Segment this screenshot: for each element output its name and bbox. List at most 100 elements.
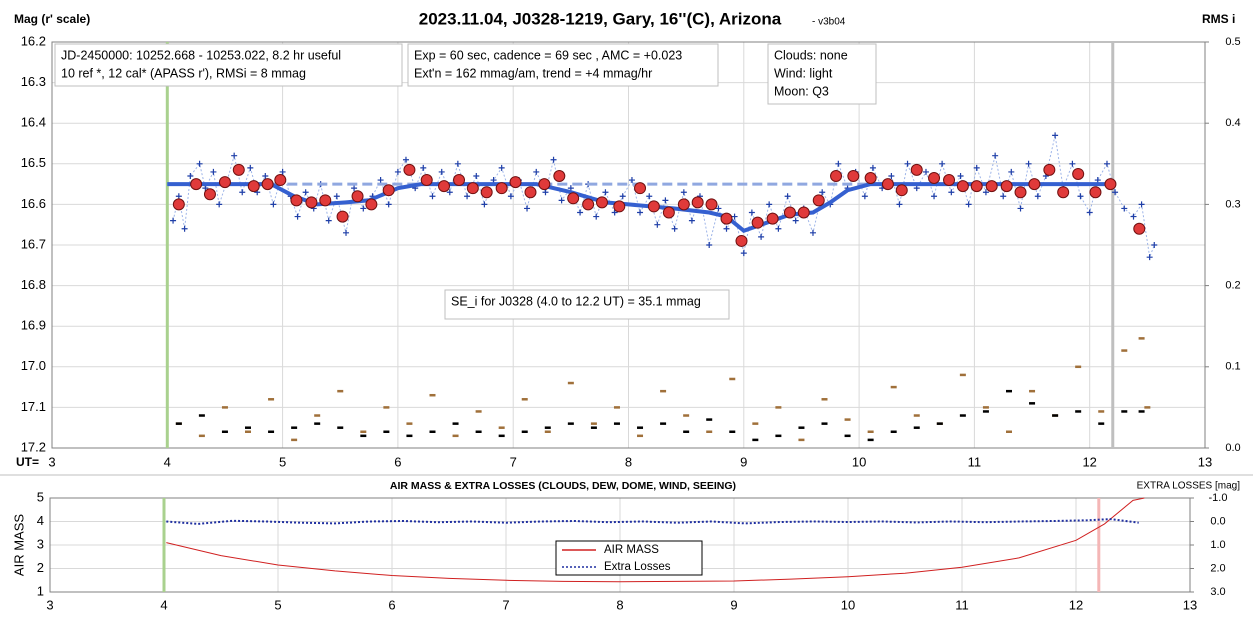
x-tick-label: 13 — [1183, 597, 1197, 612]
data-point — [524, 205, 531, 212]
data-point — [360, 205, 367, 212]
data-point — [333, 193, 340, 200]
y-tick-label: 16.7 — [21, 236, 46, 251]
data-point — [1103, 160, 1110, 167]
data-point — [628, 177, 635, 184]
y2-tick-label: 0.0 — [1225, 442, 1240, 454]
legend-label: Extra Losses — [604, 561, 671, 573]
data-point — [1086, 209, 1093, 216]
data-point — [446, 189, 453, 196]
data-point — [231, 152, 238, 159]
data-point — [196, 160, 203, 167]
x-tick-label: 11 — [955, 597, 969, 612]
data-point — [385, 201, 392, 208]
data-point — [454, 160, 461, 167]
annotation-text: JD-2450000: 10252.668 - 10253.022, 8.2 h… — [61, 48, 341, 62]
series-line — [167, 182, 1113, 234]
y2-tick-label: 2.0 — [1210, 562, 1225, 574]
y2-tick-label: 0.5 — [1225, 36, 1240, 48]
data-point — [922, 168, 929, 175]
data-point — [928, 172, 941, 185]
data-point — [262, 172, 269, 179]
data-point — [1000, 180, 1013, 193]
data-point — [270, 201, 277, 208]
data-point — [351, 185, 358, 192]
data-point — [429, 193, 436, 200]
data-point — [1072, 167, 1085, 180]
data-point — [394, 168, 401, 175]
data-point — [797, 206, 810, 219]
data-point — [1057, 186, 1070, 199]
data-point — [509, 176, 522, 189]
data-point — [593, 213, 600, 220]
y2-tick-label: 3.0 — [1210, 586, 1225, 598]
data-point — [1151, 242, 1158, 248]
chart-title: AIR MASS & EXTRA LOSSES (CLOUDS, DEW, DO… — [390, 480, 736, 492]
data-point — [181, 225, 188, 232]
data-point — [1121, 205, 1128, 212]
chart-subtitle: - v3b04 — [812, 17, 846, 28]
data-point — [1094, 177, 1101, 184]
data-point — [939, 160, 946, 167]
annotation-text: SE_i for J0328 (4.0 to 12.2 UT) = 35.1 m… — [451, 294, 701, 308]
data-point — [913, 185, 920, 192]
data-point — [403, 163, 416, 176]
data-point — [812, 194, 825, 207]
data-point — [218, 176, 231, 189]
data-point — [1008, 168, 1015, 175]
data-point — [438, 168, 445, 175]
y2-tick-label: 0.0 — [1210, 515, 1225, 527]
x-tick-label: 7 — [510, 454, 517, 469]
data-point — [305, 196, 318, 209]
data-point — [895, 184, 908, 197]
data-point — [688, 217, 695, 224]
x-tick-label: 4 — [164, 454, 171, 469]
y-tick-label: 4 — [37, 513, 44, 528]
data-point — [343, 229, 350, 236]
data-point — [910, 163, 923, 176]
data-point — [613, 200, 626, 213]
data-point — [634, 182, 647, 195]
data-point — [888, 172, 895, 179]
data-point — [542, 189, 549, 196]
series-line — [166, 518, 1139, 525]
y-tick-label: 16.6 — [21, 196, 46, 211]
data-point — [766, 212, 779, 225]
x-tick-label: 12 — [1069, 597, 1083, 612]
y2-tick-label: 0.3 — [1225, 198, 1240, 210]
data-point — [830, 169, 843, 182]
data-point — [438, 180, 451, 193]
data-point — [896, 201, 903, 208]
data-point — [495, 182, 508, 195]
data-point — [881, 178, 894, 191]
data-point — [985, 180, 998, 193]
data-point — [558, 197, 565, 204]
data-point — [490, 177, 497, 184]
y-tick-label: 16.2 — [21, 33, 46, 48]
legend-label: AIR MASS — [604, 544, 659, 556]
y2-tick-label: 0.1 — [1225, 361, 1240, 373]
annotation-text: Wind: light — [774, 66, 833, 80]
data-point — [319, 194, 332, 207]
data-point — [861, 193, 868, 200]
x-axis-label: UT= — [16, 455, 39, 469]
y-tick-label: 16.3 — [21, 74, 46, 89]
data-point — [956, 180, 969, 193]
data-point — [1130, 213, 1137, 220]
data-point — [748, 209, 755, 216]
x-tick-label: 10 — [841, 597, 855, 612]
x-tick-label: 6 — [388, 597, 395, 612]
data-point — [1077, 193, 1084, 200]
data-point — [325, 217, 332, 224]
x-tick-label: 10 — [852, 454, 866, 469]
data-point — [1052, 132, 1059, 139]
data-point — [1017, 205, 1024, 212]
data-point — [720, 212, 733, 225]
data-point — [239, 189, 246, 196]
data-point — [507, 193, 514, 200]
data-point — [973, 164, 980, 171]
y-tick-label: 16.4 — [21, 115, 46, 130]
data-point — [402, 156, 409, 163]
data-point — [970, 180, 983, 193]
data-point — [290, 194, 303, 207]
